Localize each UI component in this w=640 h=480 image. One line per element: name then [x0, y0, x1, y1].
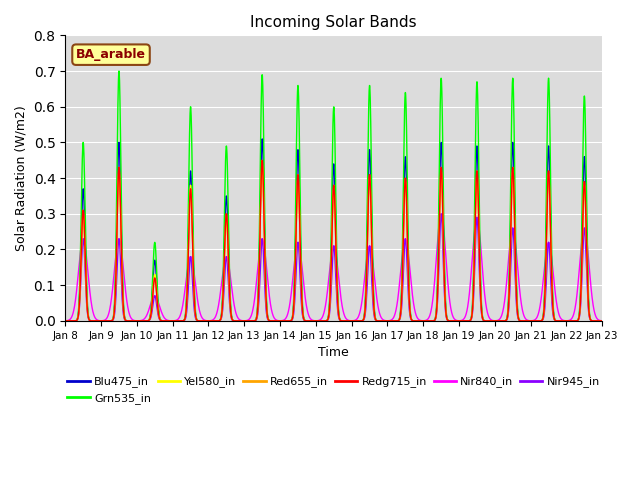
Grn535_in [530, 318, 538, 324]
Grn535_in [115, 68, 123, 74]
Nir945_in [268, 318, 275, 324]
Nir840_in [61, 318, 69, 324]
Blu475_in [530, 318, 538, 324]
Nir945_in [61, 318, 69, 324]
Redg715_in [588, 318, 596, 324]
Redg715_in [61, 318, 69, 324]
Grn535_in [155, 306, 163, 312]
Nir840_in [531, 317, 538, 323]
Line: Red655_in: Red655_in [65, 160, 602, 321]
Yel580_in [598, 318, 606, 324]
Nir840_in [291, 257, 298, 263]
Red655_in [530, 318, 538, 324]
Yel580_in [123, 318, 131, 324]
Blu475_in [291, 277, 298, 283]
Blu475_in [268, 318, 275, 324]
Yel580_in [259, 161, 266, 167]
Redg715_in [123, 318, 131, 324]
Blu475_in [259, 136, 266, 142]
Red655_in [268, 318, 275, 324]
Nir945_in [588, 318, 596, 324]
Red655_in [598, 318, 606, 324]
Redg715_in [268, 318, 275, 324]
Nir945_in [531, 318, 538, 324]
Nir840_in [437, 211, 445, 216]
Nir840_in [588, 294, 596, 300]
Line: Nir945_in: Nir945_in [65, 214, 602, 321]
Grn535_in [123, 318, 131, 324]
Grn535_in [268, 318, 275, 324]
Redg715_in [259, 157, 266, 163]
Red655_in [291, 283, 298, 288]
Redg715_in [530, 318, 538, 324]
Nir945_in [169, 318, 177, 324]
Blu475_in [123, 318, 131, 324]
Blu475_in [154, 307, 162, 312]
Grn535_in [588, 318, 596, 324]
X-axis label: Time: Time [318, 346, 349, 359]
Nir840_in [268, 306, 275, 312]
Grn535_in [598, 318, 606, 324]
Red655_in [588, 318, 596, 324]
Redg715_in [598, 318, 606, 324]
Nir840_in [154, 300, 162, 305]
Red655_in [154, 310, 162, 316]
Yel580_in [268, 318, 275, 324]
Nir945_in [123, 318, 131, 324]
Blu475_in [61, 318, 69, 324]
Text: BA_arable: BA_arable [76, 48, 146, 61]
Y-axis label: Solar Radiation (W/m2): Solar Radiation (W/m2) [15, 105, 28, 251]
Yel580_in [588, 318, 596, 324]
Nir945_in [598, 318, 606, 324]
Line: Blu475_in: Blu475_in [65, 139, 602, 321]
Grn535_in [291, 261, 298, 267]
Line: Redg715_in: Redg715_in [65, 160, 602, 321]
Yel580_in [61, 318, 69, 324]
Yel580_in [530, 318, 538, 324]
Blu475_in [588, 318, 596, 324]
Line: Yel580_in: Yel580_in [65, 164, 602, 321]
Line: Nir840_in: Nir840_in [65, 214, 602, 321]
Nir840_in [123, 296, 131, 301]
Grn535_in [61, 318, 69, 324]
Nir840_in [168, 318, 176, 324]
Title: Incoming Solar Bands: Incoming Solar Bands [250, 15, 417, 30]
Nir945_in [291, 299, 298, 305]
Nir945_in [154, 313, 162, 319]
Blu475_in [598, 318, 606, 324]
Nir840_in [598, 318, 606, 324]
Line: Grn535_in: Grn535_in [65, 71, 602, 321]
Yel580_in [291, 284, 298, 289]
Redg715_in [154, 310, 162, 316]
Red655_in [61, 318, 69, 324]
Red655_in [123, 318, 131, 324]
Redg715_in [291, 283, 298, 288]
Legend: Blu475_in, Grn535_in, Yel580_in, Red655_in, Redg715_in, Nir840_in, Nir945_in: Blu475_in, Grn535_in, Yel580_in, Red655_… [63, 372, 605, 408]
Nir945_in [437, 211, 445, 216]
Red655_in [259, 157, 266, 163]
Yel580_in [154, 309, 162, 315]
